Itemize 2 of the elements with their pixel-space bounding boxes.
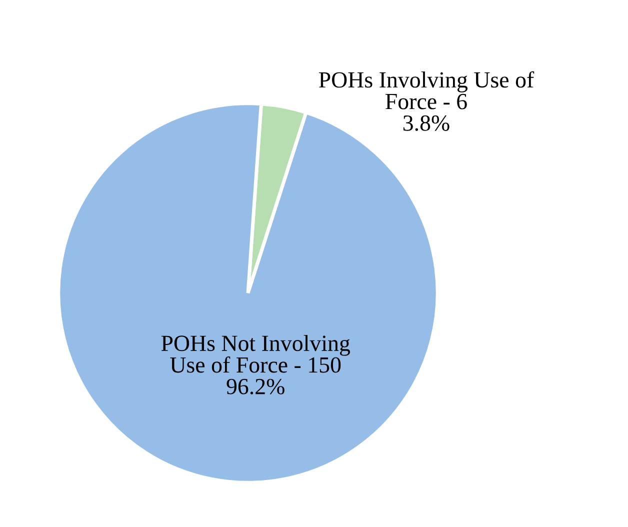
slice-label: POHs Not Involving Use of Force - 150 96.2% <box>161 334 350 394</box>
slice-label: POHs Involving Use of Force - 6 3.8% <box>318 71 534 131</box>
